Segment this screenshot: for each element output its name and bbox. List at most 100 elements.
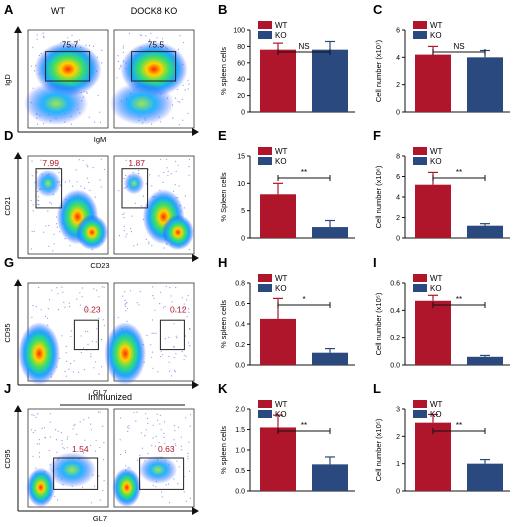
scatter-dot (80, 185, 82, 187)
scatter-dot (145, 183, 148, 185)
scatter-dot (189, 497, 191, 499)
flow-cytometry-layer: A IgD IgM 75.7 75.5 D CD21 CD23 7.99 1.87 G CD95 GL7… (3, 2, 199, 523)
scatter-dot (37, 199, 39, 201)
scatter-dot (79, 292, 81, 294)
scatter-dot (60, 432, 63, 434)
scatter-dot (88, 181, 90, 184)
scatter-dot (58, 231, 61, 233)
scatter-dot (83, 419, 85, 421)
scatter-dot (83, 451, 85, 453)
panel-letter-f: F (373, 128, 381, 143)
legend-swatch-wt (258, 21, 272, 29)
scatter-dot (32, 210, 34, 212)
scatter-dot (185, 500, 187, 502)
scatter-dot (79, 39, 81, 41)
scatter-dot (128, 427, 130, 429)
scatter-dot (166, 167, 168, 169)
scatter-dot (125, 465, 127, 467)
wt-column-header: WT (51, 6, 65, 16)
scatter-dot (187, 112, 189, 114)
scatter-dot (142, 195, 144, 197)
scatter-dot (35, 305, 37, 307)
y-tick-label: 2 (396, 215, 400, 222)
scatter-dot (116, 77, 118, 79)
bar-ko (312, 464, 348, 491)
scatter-dot (149, 174, 151, 176)
scatter-dot (175, 310, 177, 312)
legend-swatch-wt (258, 274, 272, 282)
scatter-dot (87, 343, 89, 345)
scatter-dot (98, 475, 100, 477)
y-tick-label: 20 (237, 93, 245, 100)
scatter-dot (183, 303, 185, 305)
scatter-dot (79, 304, 81, 306)
y-tick-label: 1.5 (235, 427, 245, 434)
bar-ko (467, 356, 503, 365)
scatter-dot (31, 316, 33, 318)
bar-ko (467, 225, 503, 238)
density-blob (138, 455, 178, 484)
scatter-dot (94, 485, 96, 487)
legend-label-wt: WT (275, 274, 288, 283)
significance-label: * (302, 295, 305, 304)
scatter-dot (183, 354, 185, 356)
scatter-dot (152, 286, 154, 288)
bar-ko (467, 57, 503, 112)
flow-xlabel: GL7 (93, 514, 107, 523)
scatter-dot (32, 305, 34, 307)
scatter-dot (123, 177, 125, 180)
scatter-dot (182, 84, 184, 86)
scatter-dot (123, 225, 125, 227)
scatter-dot (65, 375, 67, 377)
scatter-dot (91, 502, 93, 504)
scatter-dot (90, 356, 92, 358)
scatter-dot (174, 430, 176, 432)
scatter-dot (167, 483, 170, 485)
scatter-dot (122, 47, 124, 49)
scatter-dot (69, 306, 71, 308)
y-tick-label: 0 (396, 236, 400, 243)
flow-ylabel: IgD (3, 74, 12, 86)
x-axis-arrowhead (192, 381, 199, 389)
scatter-dot (175, 444, 177, 446)
scatter-dot (48, 245, 50, 247)
legend-label-wt: WT (430, 274, 443, 283)
scatter-dot (165, 484, 167, 486)
scatter-dot (91, 340, 94, 342)
flow-plot-ko: 0.12 (104, 282, 195, 385)
scatter-dot (42, 32, 44, 34)
y-tick-label: 0.6 (235, 301, 245, 308)
y-axis-label: Cell number (x10⁵) (374, 292, 383, 355)
scatter-dot (99, 411, 101, 413)
scatter-dot (151, 332, 153, 334)
scatter-dot (147, 452, 149, 455)
legend-label-wt: WT (275, 147, 288, 156)
density-blob (110, 81, 174, 126)
ko-column-header: DOCK8 KO (131, 6, 178, 16)
scatter-dot (148, 241, 150, 243)
scatter-dot (31, 175, 33, 177)
scatter-dot (99, 179, 101, 181)
legend-swatch-wt (413, 274, 427, 282)
scatter-dot (165, 285, 167, 287)
scatter-dot (170, 375, 173, 377)
panel-letter-l: L (373, 381, 381, 396)
scatter-dot (175, 170, 177, 172)
y-tick-label: 3 (396, 407, 400, 414)
scatter-dot (55, 429, 57, 431)
scatter-dot (140, 205, 142, 207)
scatter-dot (188, 158, 190, 161)
scatter-dot (122, 213, 124, 216)
y-tick-label: 6 (396, 174, 400, 181)
scatter-dot (98, 296, 100, 298)
scatter-dot (57, 499, 59, 501)
scatter-dot (179, 35, 181, 37)
density-blob (112, 467, 142, 507)
scatter-dot (90, 353, 92, 355)
scatter-dot (84, 439, 86, 441)
legend-swatch-ko (413, 284, 427, 292)
scatter-dot (181, 98, 183, 100)
scatter-dot (156, 413, 158, 415)
scatter-dot (64, 370, 66, 372)
scatter-dot (47, 210, 49, 212)
